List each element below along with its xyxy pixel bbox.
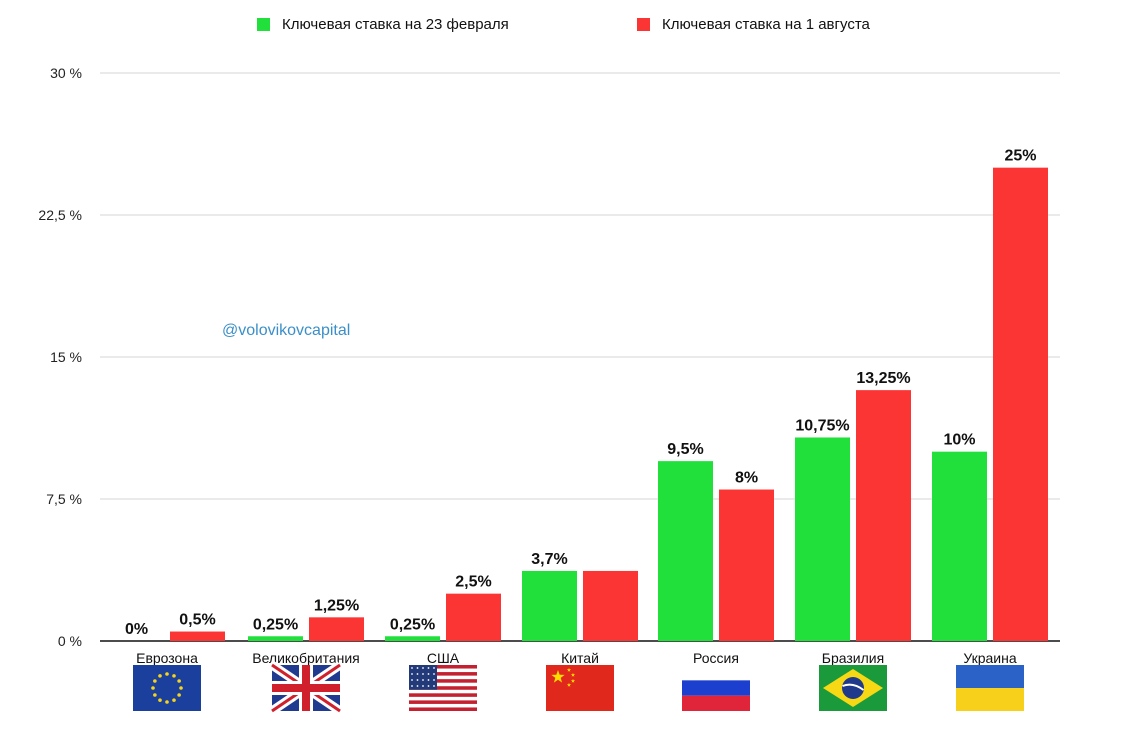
data-label-feb: 10,75% [795,417,849,434]
ukraine-flag-icon [956,665,1024,711]
data-label-feb: 9,5% [667,441,703,458]
bar-aug [446,593,501,641]
category-label: Бразилия [822,650,884,666]
bar-feb [795,437,850,641]
y-tick-label: 7,5 % [46,491,82,507]
category-label: США [427,650,460,666]
china-flag-icon [546,665,614,711]
category-label: Еврозона [136,650,198,666]
bar-feb [658,461,713,641]
category-label: Китай [561,650,599,666]
russia-flag-icon [682,665,750,711]
chart-legend: Ключевая ставка на 23 февраля Ключевая с… [0,16,1121,38]
data-label-feb: 0,25% [390,616,435,633]
data-label-feb: 0% [125,621,148,638]
eu-flag-icon [133,665,201,711]
bar-aug [719,489,774,641]
usa-flag-icon [409,665,477,711]
y-tick-label: 0 % [58,633,82,649]
bar-feb [522,570,577,641]
legend-item-aug: Ключевая ставка на 1 августа [637,16,870,33]
bar-aug [583,570,638,641]
data-label-aug: 0,5% [179,612,215,629]
data-label-aug: 8% [735,470,758,487]
category-label: Великобритания [252,650,360,666]
data-label-aug: 13,25% [856,370,910,387]
y-tick-label: 22,5 % [38,207,82,223]
bar-aug [993,167,1048,641]
category-label: Украина [963,650,1017,666]
bar-feb [385,636,440,641]
bar-feb [932,451,987,641]
bar-aug [170,631,225,641]
data-label-aug: 1,25% [314,597,359,614]
y-tick-label: 30 % [50,65,82,81]
y-tick-label: 15 % [50,349,82,365]
bar-aug [309,617,364,641]
watermark: @volovikovcapital [222,322,351,339]
data-label-aug: 2,5% [455,574,491,591]
bar-aug [856,390,911,641]
category-label: Россия [693,650,739,666]
bar-feb [248,636,303,641]
data-label-feb: 3,7% [531,551,567,568]
data-label-aug: 25% [1004,148,1036,165]
legend-swatch-feb [257,18,270,31]
legend-swatch-aug [637,18,650,31]
legend-label-feb: Ключевая ставка на 23 февраля [282,16,509,33]
data-label-feb: 10% [943,432,975,449]
legend-label-aug: Ключевая ставка на 1 августа [662,16,870,33]
legend-item-feb: Ключевая ставка на 23 февраля [257,16,509,33]
data-label-feb: 0,25% [253,616,298,633]
uk-flag-icon [269,661,343,715]
brazil-flag-icon [819,665,887,711]
